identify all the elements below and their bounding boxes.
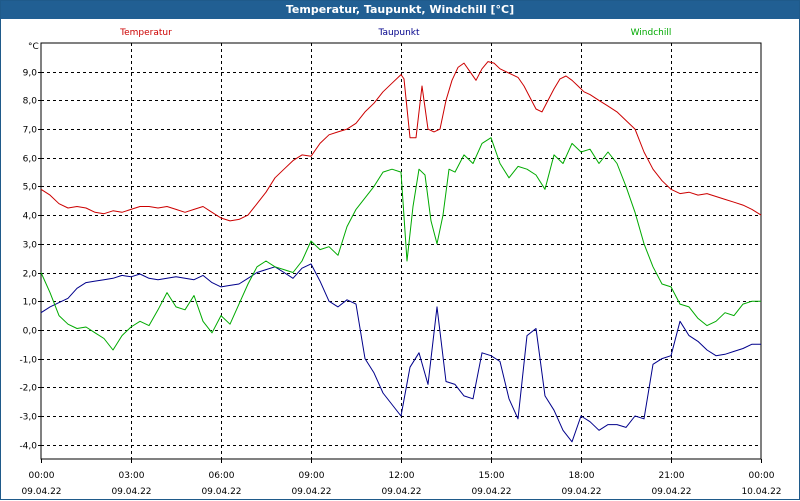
x-tick-label-date: 09.04.22 xyxy=(561,487,601,497)
x-tick-label-time: 06:00 xyxy=(209,471,235,481)
y-tick-label: 2,0 xyxy=(23,270,38,280)
y-tick-label: 5,0 xyxy=(23,183,38,193)
series-line-windchill xyxy=(40,137,761,351)
x-tick-label-time: 12:00 xyxy=(389,471,415,481)
y-axis-label: °C xyxy=(28,42,39,52)
y-tick-label: 0,0 xyxy=(23,327,38,337)
legend-label-temperatur: Temperatur xyxy=(119,28,172,38)
x-tick-label-date: 10.04.22 xyxy=(741,487,781,497)
x-tick-label-date: 09.04.22 xyxy=(291,487,331,497)
y-tick-label: -4,0 xyxy=(19,442,37,452)
legend-label-taupunkt: Taupunkt xyxy=(377,28,420,38)
y-tick-label: 4,0 xyxy=(23,212,38,222)
x-tick-label-time: 03:00 xyxy=(119,471,145,481)
y-tick-label: -2,0 xyxy=(19,384,37,394)
x-tick-label-date: 09.04.22 xyxy=(471,487,511,497)
x-tick-label-date: 09.04.22 xyxy=(111,487,151,497)
x-tick-label-time: 00:00 xyxy=(29,471,55,481)
series-line-temperatur xyxy=(40,61,762,222)
x-tick-label-date: 09.04.22 xyxy=(381,487,421,497)
x-tick-label-time: 09:00 xyxy=(299,471,325,481)
x-tick-label-date: 09.04.22 xyxy=(201,487,241,497)
y-tick-label: 1,0 xyxy=(23,298,38,308)
x-tick-label-time: 15:00 xyxy=(479,471,505,481)
x-tick-label-date: 09.04.22 xyxy=(651,487,691,497)
y-tick-label: -3,0 xyxy=(19,413,37,423)
y-tick-label: 9,0 xyxy=(23,69,38,79)
y-tick-label: 7,0 xyxy=(23,126,38,136)
y-tick-label: -1,0 xyxy=(19,356,37,366)
y-tick-label: 8,0 xyxy=(23,97,38,107)
series-line-taupunkt xyxy=(40,263,761,443)
y-tick-label: 3,0 xyxy=(23,241,38,251)
plot-area xyxy=(40,42,762,460)
x-tick-label-time: 18:00 xyxy=(569,471,595,481)
x-tick-label-date: 09.04.22 xyxy=(21,487,61,497)
chart-title: Temperatur, Taupunkt, Windchill [°C] xyxy=(1,1,799,19)
y-tick-label: 6,0 xyxy=(23,155,38,165)
x-tick-label-time: 21:00 xyxy=(659,471,685,481)
legend-label-windchill: Windchill xyxy=(631,28,672,38)
x-tick-label-time: 00:00 xyxy=(749,471,775,481)
